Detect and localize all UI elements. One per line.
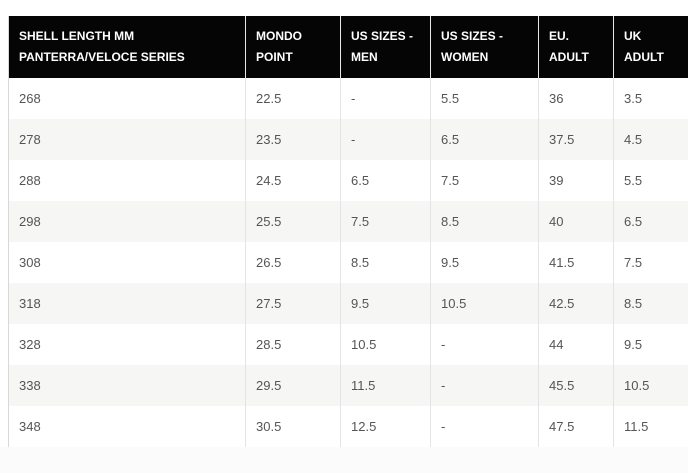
table-cell: 8.5 <box>613 283 688 324</box>
table-cell: 10.5 <box>430 283 539 324</box>
table-cell: 6.5 <box>340 160 431 201</box>
table-row: 328 28.5 10.5-44 9.5 <box>8 324 688 365</box>
header-line: US SIZES - <box>441 29 504 43</box>
table-cell: 298 <box>8 201 246 242</box>
table-cell: 328 <box>8 324 246 365</box>
table-cell: 25.5 <box>245 201 341 242</box>
header-line: US SIZES - <box>351 29 414 43</box>
table-cell: 42.5 <box>538 283 614 324</box>
header-row: SHELL LENGTH MM PANTERRA/VELOCE SERIES MON… <box>8 16 688 78</box>
table-cell: 9.5 <box>430 242 539 283</box>
table-row: 278 23.5-6.5 37.5 4.5 <box>8 119 688 160</box>
table-row: 348 30.5 12.5-47.5 11.5 <box>8 406 688 447</box>
table-cell: 24.5 <box>245 160 341 201</box>
table-cell: 7.5 <box>340 201 431 242</box>
table-cell: 6.5 <box>613 201 688 242</box>
table-cell: 268 <box>8 78 246 119</box>
table-row: 308 26.5 8.5 9.5 41.5 7.5 <box>8 242 688 283</box>
header-line: ADULT <box>624 50 664 64</box>
table-cell: 36 <box>538 78 614 119</box>
table-cell: 3.5 <box>613 78 688 119</box>
table-cell: 348 <box>8 406 246 447</box>
header-line: POINT <box>256 50 293 64</box>
table-cell: 308 <box>8 242 246 283</box>
header-line: MEN <box>351 50 378 64</box>
table-cell: - <box>340 78 431 119</box>
table-cell: - <box>340 119 431 160</box>
header-line: UK <box>624 29 642 43</box>
table-cell: 7.5 <box>613 242 688 283</box>
header-cell: UK ADULT <box>613 16 688 78</box>
size-table: SHELL LENGTH MM PANTERRA/VELOCE SERIES MON… <box>8 16 688 447</box>
table-cell: - <box>430 365 539 406</box>
table-cell: 9.5 <box>340 283 431 324</box>
header-line: ADULT <box>549 50 589 64</box>
table-cell: 7.5 <box>430 160 539 201</box>
table-cell: 10.5 <box>340 324 431 365</box>
table-cell: 37.5 <box>538 119 614 160</box>
table-cell: 9.5 <box>613 324 688 365</box>
table-cell: 26.5 <box>245 242 341 283</box>
table-row: 288 24.5 6.5 7.5 39 5.5 <box>8 160 688 201</box>
table-cell: 22.5 <box>245 78 341 119</box>
table-cell: 4.5 <box>613 119 688 160</box>
table-cell: 6.5 <box>430 119 539 160</box>
page-footer-space <box>0 447 688 473</box>
table-cell: 12.5 <box>340 406 431 447</box>
table-cell: 23.5 <box>245 119 341 160</box>
table-cell: - <box>430 406 539 447</box>
table-cell: 338 <box>8 365 246 406</box>
table-cell: 45.5 <box>538 365 614 406</box>
table-row: 298 25.5 7.5 8.5 40 6.5 <box>8 201 688 242</box>
table-cell: 5.5 <box>430 78 539 119</box>
table-body: 268 22.5-5.5 36 3.5 278 23.5-6.5 37.5 4.5 288 24.… <box>8 78 688 447</box>
table-cell: 318 <box>8 283 246 324</box>
header-line: MONDO <box>256 29 302 43</box>
table-cell: - <box>430 324 539 365</box>
table-cell: 41.5 <box>538 242 614 283</box>
table-cell: 8.5 <box>430 201 539 242</box>
table-cell: 5.5 <box>613 160 688 201</box>
header-cell: EU. ADULT <box>538 16 614 78</box>
size-table-container: SHELL LENGTH MM PANTERRA/VELOCE SERIES MON… <box>8 16 688 447</box>
header-line: PANTERRA/VELOCE SERIES <box>19 50 185 64</box>
table-cell: 11.5 <box>613 406 688 447</box>
table-row: 338 29.5 11.5-45.5 10.5 <box>8 365 688 406</box>
header-line: EU. <box>549 29 570 43</box>
table-cell: 278 <box>8 119 246 160</box>
header-cell: SHELL LENGTH MM PANTERRA/VELOCE SERIES <box>8 16 246 78</box>
table-cell: 44 <box>538 324 614 365</box>
table-cell: 39 <box>538 160 614 201</box>
header-line: WOMEN <box>441 50 489 64</box>
header-cell: US SIZES - WOMEN <box>430 16 539 78</box>
table-cell: 8.5 <box>340 242 431 283</box>
table-cell: 27.5 <box>245 283 341 324</box>
table-cell: 30.5 <box>245 406 341 447</box>
table-cell: 47.5 <box>538 406 614 447</box>
table-row: 318 27.5 9.5 10.5 42.5 8.5 <box>8 283 688 324</box>
header-cell: MONDO POINT <box>245 16 341 78</box>
header-line: SHELL LENGTH MM <box>19 29 135 43</box>
table-cell: 288 <box>8 160 246 201</box>
table-cell: 40 <box>538 201 614 242</box>
table-cell: 29.5 <box>245 365 341 406</box>
table-cell: 28.5 <box>245 324 341 365</box>
header-cell: US SIZES - MEN <box>340 16 431 78</box>
table-cell: 10.5 <box>613 365 688 406</box>
table-row: 268 22.5-5.5 36 3.5 <box>8 78 688 119</box>
table-cell: 11.5 <box>340 365 431 406</box>
